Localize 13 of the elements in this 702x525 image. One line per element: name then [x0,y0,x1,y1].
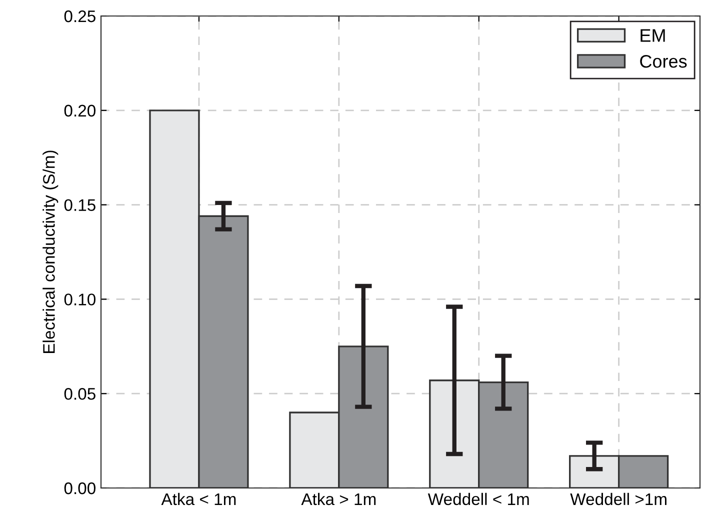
legend-label: EM [640,29,665,42]
x-tick-label: Atka > 1m [301,492,376,506]
y-tick-label: 0.25 [64,10,96,22]
legend-label: Cores [640,54,687,68]
y-tick-label: 0.20 [64,104,96,117]
y-tick-label: 0.05 [64,388,96,400]
x-tick-label: Weddell >1m [570,492,666,506]
x-tick-label: Atka < 1m [161,492,236,506]
y-tick-label: 0.00 [64,482,96,494]
y-tick-label: 0.15 [64,199,96,212]
y-tick-label: 0.10 [64,294,96,306]
y-axis-title: Electrical conductivity (S/m) [42,150,58,353]
x-tick-label: Weddell < 1m [428,492,529,506]
